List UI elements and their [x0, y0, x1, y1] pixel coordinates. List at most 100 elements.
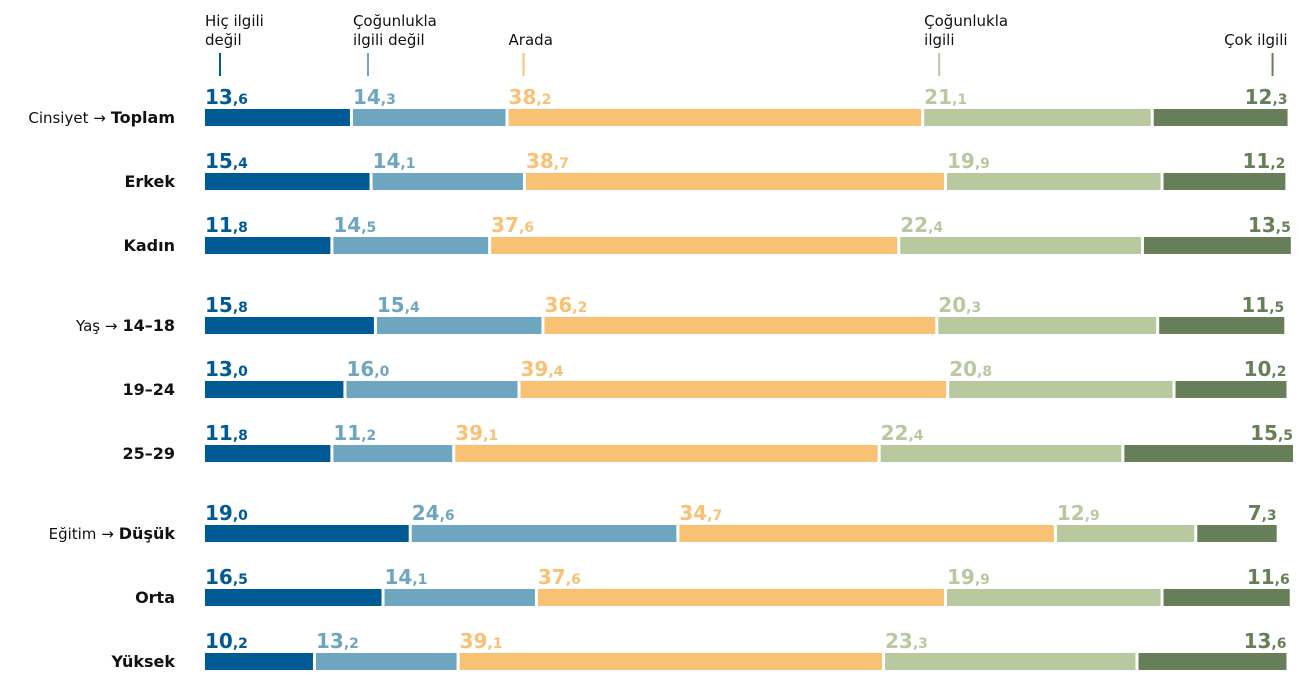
value-label: 12,9	[1057, 501, 1100, 525]
bar-segment	[205, 445, 331, 462]
value-label: 15,4	[377, 293, 420, 317]
bar-segment	[900, 237, 1141, 254]
bar-segment	[205, 173, 370, 190]
value-label: 14,1	[373, 149, 416, 173]
value-label: 14,3	[353, 85, 396, 109]
bar-segment	[1124, 445, 1293, 462]
value-label: 22,4	[881, 421, 924, 445]
value-label: 15,4	[205, 149, 248, 173]
bar-segment	[455, 445, 878, 462]
bar-segment	[1197, 525, 1277, 542]
value-label: 20,8	[949, 357, 992, 381]
row-label: Toplam	[111, 108, 175, 127]
bar-segment	[411, 525, 677, 542]
value-label: 10,2	[205, 629, 248, 653]
value-label: 39,1	[455, 421, 498, 445]
group-label: Eğitim →	[49, 525, 114, 543]
value-label: 13,5	[1248, 213, 1291, 237]
bar-segment	[880, 445, 1122, 462]
bar-segment	[938, 317, 1157, 334]
value-label: 21,1	[924, 85, 967, 109]
row-label: Orta	[135, 588, 175, 607]
value-label: 37,6	[491, 213, 534, 237]
bar-segment	[315, 653, 457, 670]
bar-segment	[346, 381, 518, 398]
value-label: 19,0	[205, 501, 248, 525]
value-label: 19,9	[947, 149, 990, 173]
bar-segment	[544, 317, 936, 334]
row-label: Düşük	[119, 524, 176, 543]
bar-segment	[1153, 109, 1288, 126]
bar-segment	[947, 589, 1161, 606]
bar-segment	[1138, 653, 1287, 670]
bar-segment	[205, 525, 409, 542]
bar-segment	[1159, 317, 1285, 334]
value-label: 13,2	[316, 629, 359, 653]
row-label: Yüksek	[111, 652, 176, 671]
bar-segment	[333, 237, 489, 254]
bar-segment	[372, 173, 523, 190]
value-label: 22,4	[900, 213, 943, 237]
value-label: 13,0	[205, 357, 248, 381]
legend-label: Çok ilgili	[1224, 31, 1288, 49]
value-label: 11,2	[333, 421, 376, 445]
bar-segment	[1163, 589, 1290, 606]
bar-segment	[537, 589, 945, 606]
value-label: 13,6	[1244, 629, 1287, 653]
value-label: 39,4	[521, 357, 564, 381]
value-label: 11,6	[1247, 565, 1290, 589]
bar-segment	[520, 381, 947, 398]
bar-segment	[525, 173, 945, 190]
value-label: 14,1	[385, 565, 428, 589]
row-label: 19–24	[122, 380, 175, 399]
bar-segment	[679, 525, 1054, 542]
value-label: 20,3	[938, 293, 981, 317]
bar-segment	[205, 237, 331, 254]
bar-segment	[1175, 381, 1287, 398]
value-label: 15,8	[205, 293, 248, 317]
value-label: 37,6	[538, 565, 581, 589]
row-label: 14–18	[122, 316, 175, 335]
value-label: 11,8	[205, 213, 248, 237]
group-label: Cinsiyet →	[28, 109, 105, 127]
value-label: 34,7	[679, 501, 722, 525]
value-label: 15,5	[1250, 421, 1293, 445]
value-label: 14,5	[333, 213, 376, 237]
legend-label: Hiç ilgili değil	[205, 12, 264, 49]
bar-segment	[205, 109, 350, 126]
value-label: 13,6	[205, 85, 248, 109]
value-label: 24,6	[412, 501, 455, 525]
bar-segment	[1056, 525, 1195, 542]
bar-segment	[1163, 173, 1286, 190]
value-label: 36,2	[544, 293, 587, 317]
value-label: 11,5	[1241, 293, 1284, 317]
value-label: 12,3	[1245, 85, 1288, 109]
bar-segment	[384, 589, 535, 606]
bar-segment	[205, 653, 313, 670]
row-label: Kadın	[123, 236, 175, 255]
bar-segment	[205, 317, 374, 334]
bar-segment	[508, 109, 922, 126]
bar-segment	[352, 109, 506, 126]
bar-segment	[947, 173, 1161, 190]
bar-segment	[205, 381, 344, 398]
legend-label: Çoğunlukla ilgili	[924, 12, 1009, 49]
legend-label: Arada	[508, 31, 553, 49]
row-label: 25–29	[122, 444, 175, 463]
value-label: 39,1	[460, 629, 503, 653]
bar-segment	[1143, 237, 1291, 254]
group-label: Yaş →	[75, 317, 117, 335]
value-label: 10,2	[1244, 357, 1287, 381]
bar-segment	[885, 653, 1136, 670]
bar-segment	[459, 653, 882, 670]
legend-label: Çoğunlukla ilgili değil	[352, 12, 437, 49]
value-label: 11,2	[1242, 149, 1285, 173]
value-label: 11,8	[205, 421, 248, 445]
value-label: 16,0	[346, 357, 389, 381]
value-label: 38,2	[509, 85, 552, 109]
bar-segment	[949, 381, 1173, 398]
value-label: 23,3	[885, 629, 928, 653]
bar-segment	[205, 589, 382, 606]
